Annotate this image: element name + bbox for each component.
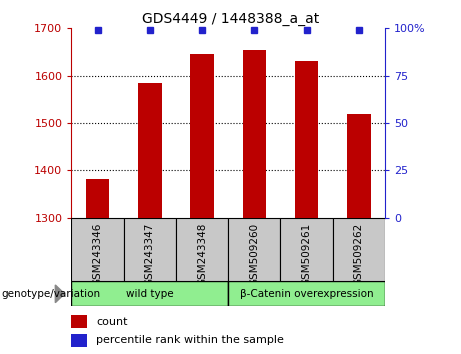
Text: count: count <box>96 316 127 327</box>
Bar <box>347 114 371 218</box>
Bar <box>242 50 266 218</box>
Text: β-Catenin overexpression: β-Catenin overexpression <box>240 289 373 299</box>
Bar <box>71 281 228 306</box>
Text: genotype/variation: genotype/variation <box>1 289 100 299</box>
Bar <box>228 218 280 281</box>
Text: GSM243346: GSM243346 <box>93 223 103 286</box>
Text: GSM509260: GSM509260 <box>249 223 260 286</box>
Bar <box>71 315 87 328</box>
Bar <box>295 62 318 218</box>
Bar <box>228 281 385 306</box>
Text: percentile rank within the sample: percentile rank within the sample <box>96 335 284 346</box>
Bar <box>176 218 228 281</box>
Polygon shape <box>55 285 65 303</box>
Text: GDS4449 / 1448388_a_at: GDS4449 / 1448388_a_at <box>142 12 319 27</box>
Text: GSM509262: GSM509262 <box>354 223 364 286</box>
Bar <box>333 218 385 281</box>
Bar <box>71 218 124 281</box>
Bar <box>86 179 109 218</box>
Text: wild type: wild type <box>126 289 174 299</box>
Bar <box>190 55 214 218</box>
Text: GSM243347: GSM243347 <box>145 223 155 286</box>
Bar <box>280 218 333 281</box>
Bar <box>71 334 87 347</box>
Bar <box>124 218 176 281</box>
Bar <box>138 83 161 218</box>
Text: GSM509261: GSM509261 <box>301 223 312 286</box>
Text: GSM243348: GSM243348 <box>197 223 207 286</box>
